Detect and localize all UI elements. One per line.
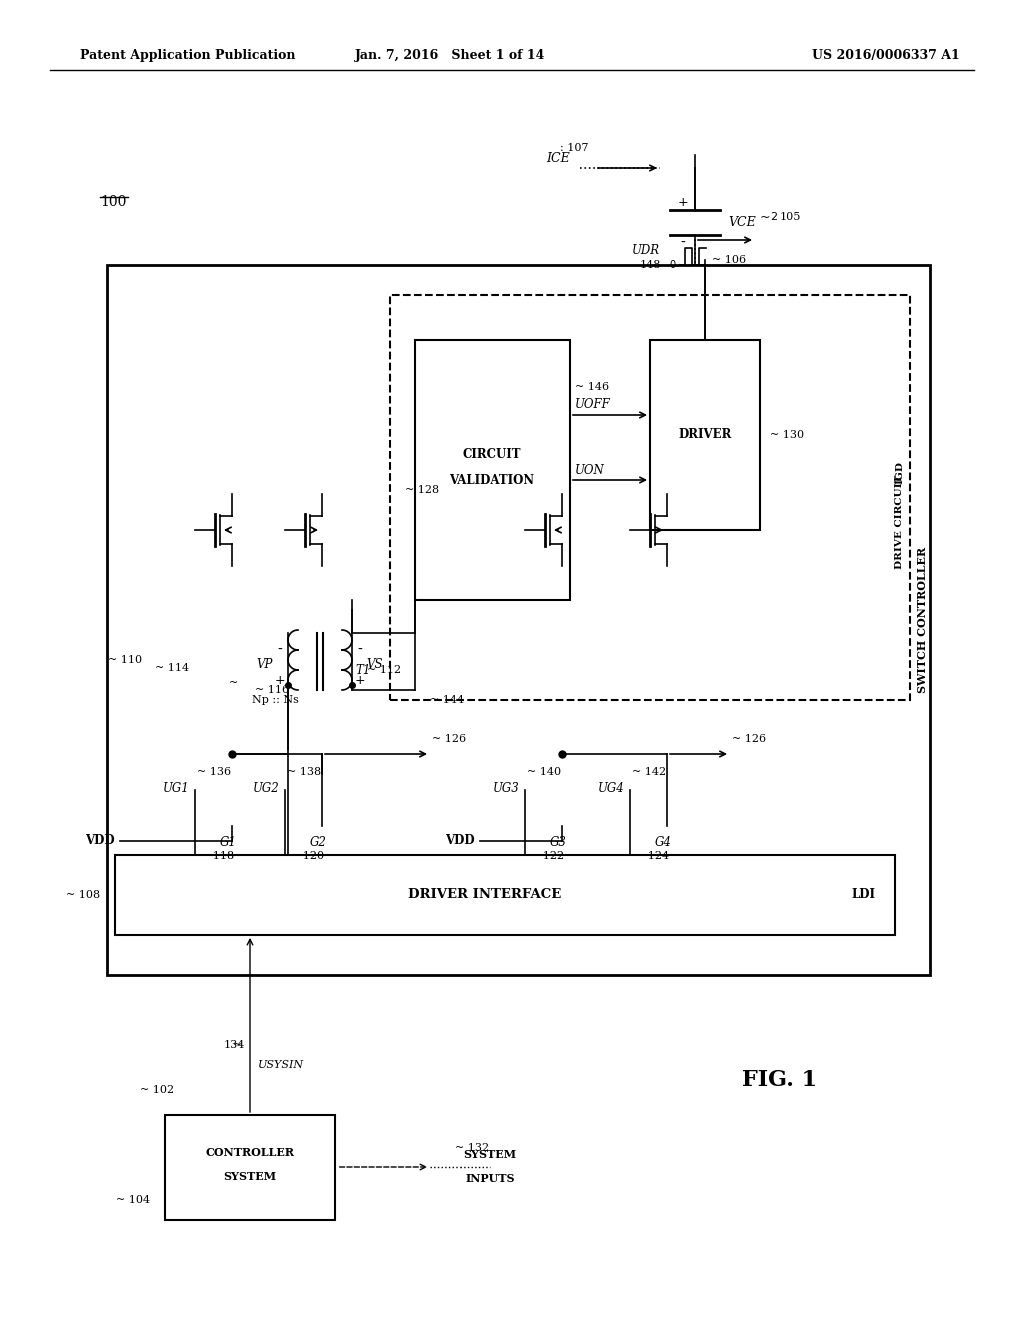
Text: ~ 114: ~ 114 — [155, 663, 189, 673]
Text: ~ 146: ~ 146 — [575, 381, 609, 392]
Text: G4: G4 — [655, 837, 672, 850]
Text: ~: ~ — [760, 210, 770, 223]
Text: 100: 100 — [100, 195, 126, 209]
Text: ~ 102: ~ 102 — [140, 1085, 174, 1096]
Text: VDD: VDD — [445, 834, 475, 847]
Text: ~ 106: ~ 106 — [712, 255, 746, 265]
Text: ~ 116: ~ 116 — [255, 685, 289, 696]
Text: VALIDATION: VALIDATION — [450, 474, 535, 487]
Text: ~ 112: ~ 112 — [367, 665, 401, 675]
Text: US 2016/0006337 A1: US 2016/0006337 A1 — [812, 49, 961, 62]
Text: ~ 130: ~ 130 — [770, 430, 804, 440]
Text: ~ 126: ~ 126 — [432, 734, 466, 744]
Text: LDI: LDI — [851, 888, 874, 902]
Text: CIRCUIT: CIRCUIT — [463, 449, 521, 462]
Text: G1: G1 — [220, 837, 237, 850]
Text: ~ 122: ~ 122 — [530, 851, 564, 861]
Text: ~: ~ — [232, 1040, 242, 1049]
Text: 134: 134 — [223, 1040, 245, 1049]
Text: UG4: UG4 — [598, 783, 625, 796]
Text: ~ 126: ~ 126 — [732, 734, 766, 744]
Text: ~ 104: ~ 104 — [116, 1195, 150, 1205]
Text: ~ 136: ~ 136 — [197, 767, 231, 777]
Text: VCE: VCE — [728, 215, 756, 228]
Text: USYSIN: USYSIN — [258, 1060, 304, 1071]
Text: FIG. 1: FIG. 1 — [742, 1069, 817, 1092]
Text: ~: ~ — [228, 678, 238, 688]
Text: UG1: UG1 — [163, 783, 190, 796]
Text: 105: 105 — [780, 213, 802, 222]
Text: +: + — [274, 673, 286, 686]
Text: G3: G3 — [550, 837, 567, 850]
Text: Patent Application Publication: Patent Application Publication — [80, 49, 296, 62]
Text: UOFF: UOFF — [575, 399, 610, 412]
Text: ~ 120: ~ 120 — [290, 851, 325, 861]
Text: -: - — [681, 236, 685, 249]
Text: SYSTEM: SYSTEM — [464, 1150, 516, 1160]
Text: -: - — [357, 643, 362, 657]
Text: : 107: : 107 — [560, 143, 589, 153]
Text: 148: 148 — [639, 260, 660, 271]
Text: INPUTS: INPUTS — [465, 1172, 515, 1184]
Text: VDD: VDD — [85, 834, 115, 847]
Text: VS: VS — [367, 659, 383, 672]
Text: 0: 0 — [669, 260, 675, 271]
Text: ~ 108: ~ 108 — [66, 890, 100, 900]
Text: DRIVER INTERFACE: DRIVER INTERFACE — [409, 888, 561, 902]
Bar — [165, 1115, 335, 1220]
Text: UON: UON — [575, 463, 605, 477]
Text: -: - — [278, 643, 283, 657]
Text: VP: VP — [257, 659, 273, 672]
Text: ~ 144: ~ 144 — [430, 696, 464, 705]
Bar — [650, 341, 760, 531]
Text: ~ 132: ~ 132 — [455, 1143, 489, 1152]
Text: IGD: IGD — [896, 461, 904, 483]
Text: SYSTEM: SYSTEM — [223, 1172, 276, 1183]
Text: ~ 138: ~ 138 — [287, 767, 322, 777]
Text: 2: 2 — [770, 213, 777, 222]
Text: ~ 118: ~ 118 — [200, 851, 234, 861]
Text: CONTROLLER: CONTROLLER — [206, 1147, 295, 1158]
Text: DRIVE CIRCUIT: DRIVE CIRCUIT — [896, 475, 904, 569]
Text: ~ 110: ~ 110 — [108, 655, 142, 665]
Text: G2: G2 — [310, 837, 327, 850]
Text: ~ 128: ~ 128 — [406, 484, 439, 495]
Text: ~ 142: ~ 142 — [632, 767, 667, 777]
Text: +: + — [354, 673, 366, 686]
Bar — [106, 265, 930, 975]
Text: ~ 140: ~ 140 — [527, 767, 561, 777]
Text: SWITCH CONTROLLER: SWITCH CONTROLLER — [916, 546, 928, 693]
Text: UG2: UG2 — [253, 783, 280, 796]
Bar — [115, 855, 895, 935]
Text: DRIVER: DRIVER — [678, 429, 732, 441]
Text: UDR: UDR — [632, 243, 660, 256]
Bar — [415, 341, 570, 601]
Text: ~ 124: ~ 124 — [635, 851, 669, 861]
Text: Jan. 7, 2016   Sheet 1 of 14: Jan. 7, 2016 Sheet 1 of 14 — [354, 49, 545, 62]
Text: UG3: UG3 — [494, 783, 520, 796]
Text: +: + — [678, 195, 688, 209]
Text: ICE: ICE — [546, 152, 570, 165]
Text: T1: T1 — [355, 664, 371, 676]
Bar — [390, 294, 910, 700]
Text: Np :: Ns: Np :: Ns — [252, 696, 298, 705]
